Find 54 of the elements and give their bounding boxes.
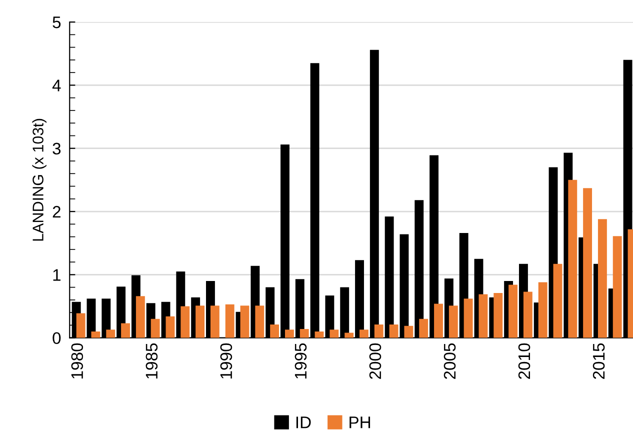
bar: [136, 296, 145, 338]
x-tick-label: 2015: [592, 343, 605, 379]
bar: [270, 324, 280, 338]
bar: [284, 330, 294, 338]
bar: [612, 236, 622, 338]
bar: [464, 298, 473, 338]
bar: [166, 316, 175, 338]
bar: [419, 318, 428, 338]
bar: [255, 306, 264, 338]
bar: [389, 324, 398, 338]
y-axis-title: LANDING (x 103t): [32, 118, 46, 241]
y-tick-label: 0: [52, 332, 61, 344]
x-tick-label: 2000: [369, 343, 382, 379]
bar: [344, 332, 354, 338]
x-tick-label: 1980: [71, 343, 84, 378]
bar: [330, 330, 339, 338]
bar: [553, 264, 562, 338]
bar: [300, 328, 309, 338]
bar: [448, 306, 458, 338]
bar: [121, 323, 130, 338]
bar: [76, 313, 86, 338]
bar: [598, 219, 607, 338]
bar: [478, 294, 488, 338]
y-tick-label: 3: [52, 142, 61, 155]
bar: [180, 306, 190, 338]
bar: [225, 304, 234, 338]
bar: [106, 330, 116, 338]
bar: [210, 306, 220, 338]
y-tick-label: 1: [53, 269, 60, 281]
bar: [196, 306, 205, 338]
bar: [508, 284, 518, 338]
legend-label: ID: [296, 416, 311, 428]
bar: [150, 318, 160, 338]
x-tick-label: 1990: [220, 343, 232, 378]
bar: [360, 330, 368, 338]
y-tick-label: 4: [52, 80, 61, 92]
bar: [583, 188, 592, 338]
bar: [314, 332, 324, 338]
x-tick-label: 1995: [294, 343, 307, 378]
bar: [538, 282, 548, 338]
bar: [91, 332, 100, 338]
bar: [374, 324, 384, 338]
y-tick-label: 2: [52, 206, 60, 218]
y-tick-label: 5: [52, 16, 61, 28]
bar: [568, 180, 578, 338]
x-tick-label: 1985: [146, 343, 158, 378]
legend-label: PH: [350, 416, 370, 428]
bar: [240, 306, 250, 338]
bar: [434, 304, 443, 338]
bar: [404, 326, 414, 338]
x-tick-label: 2005: [444, 343, 456, 379]
bar: [494, 292, 503, 338]
x-tick-label: 2010: [518, 343, 530, 379]
bar: [523, 292, 532, 338]
